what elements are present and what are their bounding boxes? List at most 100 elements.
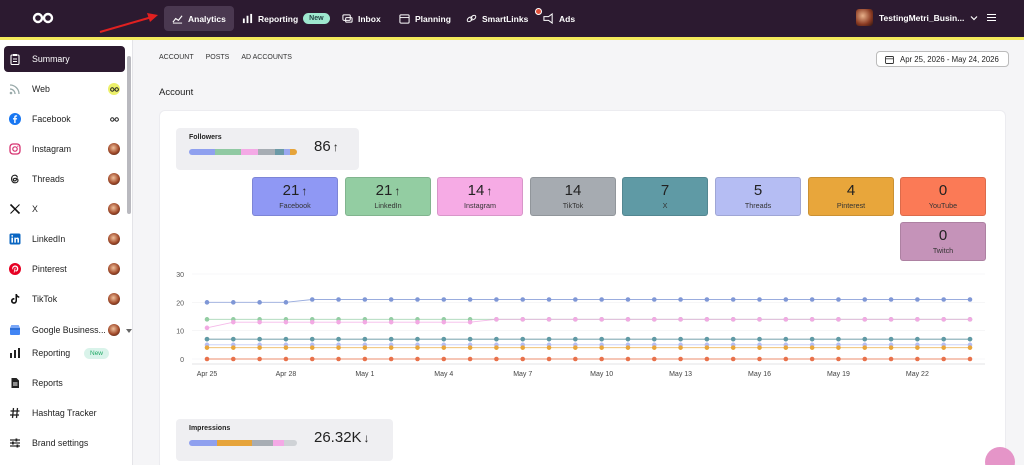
data-point[interactable]	[546, 336, 552, 342]
data-point[interactable]	[678, 345, 683, 350]
data-point[interactable]	[836, 317, 841, 322]
sidebar-item-x[interactable]: X	[4, 196, 125, 222]
data-point[interactable]	[730, 345, 736, 350]
data-point[interactable]	[520, 336, 526, 342]
data-point[interactable]	[888, 336, 894, 342]
data-point[interactable]	[625, 297, 631, 302]
data-point[interactable]	[783, 317, 789, 322]
data-point[interactable]	[388, 345, 394, 350]
data-point[interactable]	[941, 356, 946, 362]
data-point[interactable]	[730, 317, 736, 322]
sidebar-item-summary[interactable]: Summary	[4, 46, 125, 72]
data-point[interactable]	[941, 345, 946, 350]
data-point[interactable]	[283, 345, 289, 350]
data-point[interactable]	[573, 356, 578, 362]
data-point[interactable]	[283, 356, 289, 362]
sidebar-item-instagram[interactable]: Instagram	[4, 136, 125, 162]
data-point[interactable]	[862, 356, 868, 362]
data-point[interactable]	[546, 356, 552, 362]
data-point[interactable]	[651, 336, 657, 342]
data-point[interactable]	[520, 317, 526, 322]
data-point[interactable]	[494, 336, 499, 342]
data-point[interactable]	[915, 345, 920, 350]
sidebar-item-pinterest[interactable]: Pinterest	[4, 256, 125, 282]
data-point[interactable]	[467, 345, 473, 350]
data-point[interactable]	[757, 297, 762, 302]
data-point[interactable]	[651, 297, 657, 302]
data-point[interactable]	[757, 317, 762, 322]
data-point[interactable]	[757, 356, 762, 362]
data-point[interactable]	[415, 356, 420, 362]
user-menu[interactable]: TestingMetri_Busin...	[856, 9, 978, 26]
sidebar-item-hashtag-tracker[interactable]: Hashtag Tracker	[4, 400, 125, 426]
data-point[interactable]	[599, 317, 604, 322]
data-point[interactable]	[415, 297, 420, 302]
tile-instagram[interactable]: 14 ↑ Instagram	[437, 177, 523, 216]
data-point[interactable]	[599, 345, 604, 350]
followers-summary[interactable]: Followers 86 ↑	[176, 128, 359, 170]
data-point[interactable]	[362, 345, 368, 350]
data-point[interactable]	[257, 345, 262, 350]
data-point[interactable]	[678, 297, 683, 302]
data-point[interactable]	[388, 356, 394, 362]
data-point[interactable]	[888, 345, 894, 350]
data-point[interactable]	[967, 336, 973, 342]
data-point[interactable]	[362, 319, 368, 325]
data-point[interactable]	[204, 300, 210, 305]
tile-tiktok[interactable]: 14 TikTok	[530, 177, 616, 216]
data-point[interactable]	[257, 300, 262, 305]
data-point[interactable]	[678, 356, 683, 362]
data-point[interactable]	[283, 300, 289, 305]
sidebar-item-reports[interactable]: Reports	[4, 370, 125, 396]
hamburger-menu-icon[interactable]	[987, 13, 996, 22]
nav-planning[interactable]: Planning	[391, 6, 459, 31]
data-point[interactable]	[520, 356, 526, 362]
data-point[interactable]	[651, 345, 657, 350]
data-point[interactable]	[257, 336, 262, 342]
data-point[interactable]	[783, 336, 789, 342]
data-point[interactable]	[599, 356, 604, 362]
data-point[interactable]	[809, 336, 815, 342]
data-point[interactable]	[388, 297, 394, 302]
data-point[interactable]	[336, 336, 341, 342]
data-point[interactable]	[862, 336, 868, 342]
data-point[interactable]	[651, 356, 657, 362]
data-point[interactable]	[388, 336, 394, 342]
data-point[interactable]	[494, 317, 499, 322]
data-point[interactable]	[388, 319, 394, 325]
data-point[interactable]	[730, 297, 736, 302]
data-point[interactable]	[678, 317, 683, 322]
data-point[interactable]	[441, 336, 447, 342]
data-point[interactable]	[204, 345, 210, 350]
tile-threads[interactable]: 5 Threads	[715, 177, 801, 216]
data-point[interactable]	[625, 356, 631, 362]
sidebar-item-threads[interactable]: Threads	[4, 166, 125, 192]
data-point[interactable]	[415, 319, 420, 325]
data-point[interactable]	[309, 336, 315, 342]
data-point[interactable]	[836, 356, 841, 362]
data-point[interactable]	[888, 297, 894, 302]
data-point[interactable]	[783, 345, 789, 350]
sidebar-item-reporting[interactable]: Reporting New	[4, 340, 125, 366]
data-point[interactable]	[362, 356, 368, 362]
data-point[interactable]	[599, 336, 604, 342]
data-point[interactable]	[546, 317, 552, 322]
data-point[interactable]	[941, 317, 946, 322]
data-point[interactable]	[309, 297, 315, 302]
data-point[interactable]	[441, 345, 447, 350]
data-point[interactable]	[967, 317, 973, 322]
data-point[interactable]	[467, 319, 473, 325]
data-point[interactable]	[494, 345, 499, 350]
scroll-down-arrow-icon[interactable]	[126, 328, 132, 334]
data-point[interactable]	[441, 356, 447, 362]
data-point[interactable]	[625, 317, 631, 322]
tab-account[interactable]: ACCOUNT	[159, 54, 194, 61]
tab-posts[interactable]: POSTS	[205, 54, 230, 61]
data-point[interactable]	[336, 345, 341, 350]
data-point[interactable]	[283, 319, 289, 325]
data-point[interactable]	[757, 336, 762, 342]
data-point[interactable]	[730, 356, 736, 362]
data-point[interactable]	[704, 336, 710, 342]
tile-facebook[interactable]: 21 ↑ Facebook	[252, 177, 338, 216]
data-point[interactable]	[836, 336, 841, 342]
